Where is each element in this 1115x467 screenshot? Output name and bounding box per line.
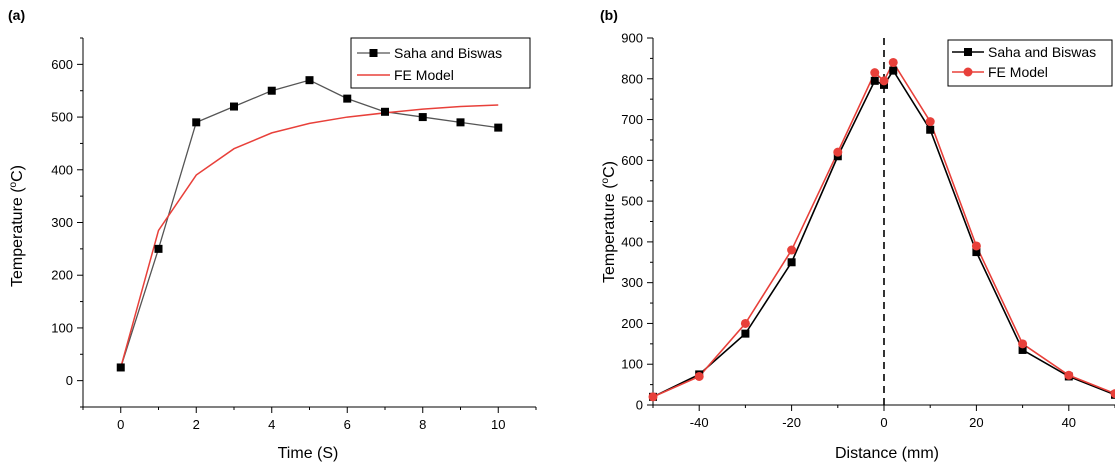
panel-b-y-tick-label: 500 xyxy=(621,194,643,209)
panel-b-x-tick-label: -20 xyxy=(782,415,801,430)
panel-b-point-fe-model xyxy=(695,372,704,381)
panel-a-point-saha-and-biswas xyxy=(268,87,276,95)
panel-a-point-saha-and-biswas xyxy=(230,103,238,111)
panel-b-x-tick-label: 20 xyxy=(969,415,983,430)
panel-a-point-saha-and-biswas xyxy=(343,95,351,103)
panel-a-point-saha-and-biswas xyxy=(117,363,125,371)
panel-b-y-tick-label: 900 xyxy=(621,31,643,46)
panel-a-x-tick-label: 0 xyxy=(117,417,124,432)
panel-b-legend: Saha and Biswas FE Model xyxy=(948,40,1112,86)
panel-a-y-tick-label: 100 xyxy=(51,320,73,335)
panel-b-legend-label-saha: Saha and Biswas xyxy=(988,44,1096,60)
panel-b-legend-label-fe: FE Model xyxy=(988,64,1048,80)
panel-a-y-tick-label: 0 xyxy=(66,373,73,388)
panel-a-point-saha-and-biswas xyxy=(381,108,389,116)
panel-a-x-tick-label: 8 xyxy=(419,417,426,432)
panel-a-label: (a) xyxy=(8,7,25,23)
panel-a-legend-label-saha: Saha and Biswas xyxy=(394,45,502,61)
panel-b-x-tick-label: -40 xyxy=(690,415,709,430)
panel-a-x-tick-label: 2 xyxy=(193,417,200,432)
panel-b-point-saha-and-biswas xyxy=(741,330,749,338)
panel-b-point-fe-model xyxy=(741,319,750,328)
panel-b-y-tick-label: 300 xyxy=(621,275,643,290)
panel-a-y-tick-label: 200 xyxy=(51,268,73,283)
panel-b-y-axis-title: Temperature (oC) xyxy=(600,161,618,283)
panel-a-x-tick-label: 10 xyxy=(491,417,505,432)
panel-b-point-fe-model xyxy=(833,148,842,157)
panel-b-y-tick-label: 800 xyxy=(621,71,643,86)
panel-b-point-saha-and-biswas xyxy=(926,126,934,134)
panel-b-point-fe-model xyxy=(889,58,898,67)
panel-a-y-tick-label: 600 xyxy=(51,57,73,72)
panel-b-x-tick-label: 0 xyxy=(880,415,887,430)
panel-b-y-tick-label: 700 xyxy=(621,112,643,127)
panel-a-y-tick-label: 300 xyxy=(51,215,73,230)
panel-b-y-tick-label: 0 xyxy=(636,398,643,413)
panel-b-legend-marker-saha xyxy=(964,48,972,56)
panel-a-x-tick-label: 4 xyxy=(268,417,275,432)
panel-b-point-fe-model xyxy=(1018,339,1027,348)
panel-a-x-axis-title: Time (S) xyxy=(278,445,339,462)
panel-b-label: (b) xyxy=(600,7,618,23)
panel-a-point-saha-and-biswas xyxy=(192,118,200,126)
panel-a-point-saha-and-biswas xyxy=(419,113,427,121)
panel-b-y-tick-label: 600 xyxy=(621,153,643,168)
panel-a-point-saha-and-biswas xyxy=(457,118,465,126)
panel-b-point-saha-and-biswas xyxy=(871,77,879,85)
panel-a-series-line-fe-model xyxy=(121,105,499,368)
panel-a-point-saha-and-biswas xyxy=(155,245,163,253)
panel-a-y-tick-label: 500 xyxy=(51,110,73,125)
panel-a-legend-marker-saha xyxy=(370,49,378,57)
panel-b-y-tick-label: 400 xyxy=(621,234,643,249)
panel-a-legend: Saha and Biswas FE Model xyxy=(351,38,530,88)
panel-b-x-axis-title: Distance (mm) xyxy=(835,445,939,462)
panel-a-x-tick-label: 6 xyxy=(344,417,351,432)
panel-a-point-saha-and-biswas xyxy=(494,124,502,132)
panel-b-point-fe-model xyxy=(926,117,935,126)
panel-a-y-axis-title: Temperature (oC) xyxy=(8,165,26,287)
panel-a-point-saha-and-biswas xyxy=(306,76,314,84)
panel-b-point-fe-model xyxy=(972,241,981,250)
panel-a-y-tick-label: 400 xyxy=(51,162,73,177)
panel-b-legend-marker-fe xyxy=(964,68,973,77)
panel-b-point-fe-model xyxy=(649,392,658,401)
panel-b-point-fe-model xyxy=(1064,371,1073,380)
panel-b-y-tick-label: 100 xyxy=(621,357,643,372)
panel-b-point-fe-model xyxy=(787,246,796,255)
panel-b-x-tick-label: 40 xyxy=(1062,415,1076,430)
panel-b-point-saha-and-biswas xyxy=(788,258,796,266)
panel-b-point-fe-model xyxy=(880,76,889,85)
panel-b-y-tick-label: 200 xyxy=(621,316,643,331)
panel-b-point-saha-and-biswas xyxy=(889,67,897,75)
panel-b-point-fe-model xyxy=(870,68,879,77)
panel-b: (b) -40 -20 0 20 400100200300400500600700800… xyxy=(600,7,1115,462)
panel-a-legend-label-fe: FE Model xyxy=(394,67,454,83)
